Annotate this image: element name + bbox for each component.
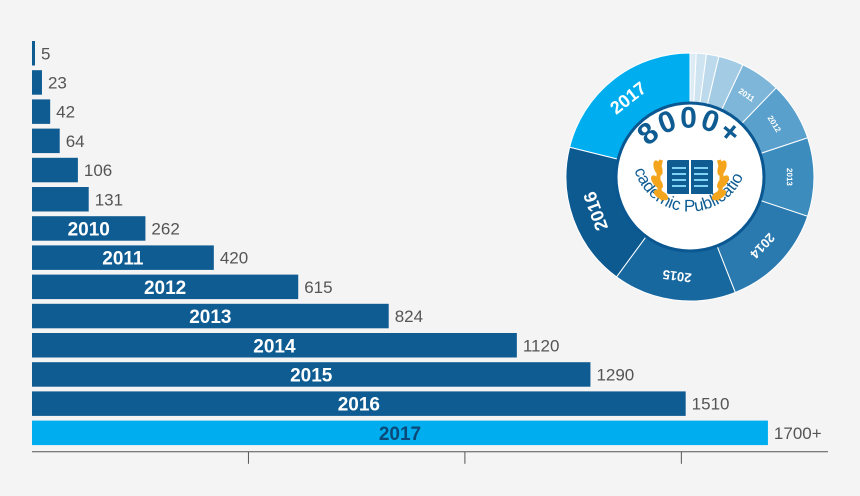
bar-value-label: 42 bbox=[56, 103, 75, 122]
bar-value-label: 64 bbox=[66, 132, 85, 151]
open-book-icon bbox=[667, 160, 713, 194]
bar bbox=[32, 303, 389, 329]
bar-value-label: 131 bbox=[95, 190, 123, 209]
bar-value-label: 824 bbox=[395, 307, 423, 326]
bar bbox=[32, 157, 78, 183]
bar-category-label: 2013 bbox=[189, 307, 231, 328]
bar-category-label: 2016 bbox=[338, 395, 380, 416]
bar bbox=[32, 41, 35, 66]
bar bbox=[32, 420, 768, 446]
bar-category-label: 2011 bbox=[102, 249, 144, 270]
bar-value-label: 420 bbox=[220, 249, 248, 268]
bar bbox=[32, 128, 60, 154]
bar-value-label: 23 bbox=[48, 73, 67, 92]
bar bbox=[32, 333, 517, 358]
bar-category-label: 2017 bbox=[379, 424, 421, 445]
bar-category-label: 2012 bbox=[144, 278, 186, 299]
bar bbox=[32, 391, 686, 416]
bar bbox=[32, 245, 214, 270]
bar-category-label: 2014 bbox=[253, 336, 296, 357]
bar bbox=[32, 99, 51, 124]
bar-value-label: 262 bbox=[151, 219, 179, 238]
bar bbox=[32, 274, 299, 300]
bar bbox=[32, 187, 89, 212]
bar-value-label: 1510 bbox=[692, 395, 730, 414]
bar-value-label: 1290 bbox=[596, 365, 634, 384]
bar-value-label: 106 bbox=[84, 161, 112, 180]
bar-category-label: 2010 bbox=[68, 219, 110, 240]
bar-value-label: 615 bbox=[304, 278, 332, 297]
bar bbox=[32, 362, 591, 387]
bar bbox=[32, 216, 146, 241]
bar-value-label: 1120 bbox=[523, 336, 560, 355]
ring-segment-label: 2015 bbox=[662, 267, 693, 286]
bar-value-label: 5 bbox=[41, 44, 50, 63]
bar-value-label: 1700+ bbox=[774, 424, 822, 443]
ring-segment-label: 2013 bbox=[785, 168, 794, 186]
bar-category-label: 2015 bbox=[290, 365, 333, 386]
laurel-icon bbox=[651, 159, 729, 201]
bar bbox=[32, 70, 42, 95]
